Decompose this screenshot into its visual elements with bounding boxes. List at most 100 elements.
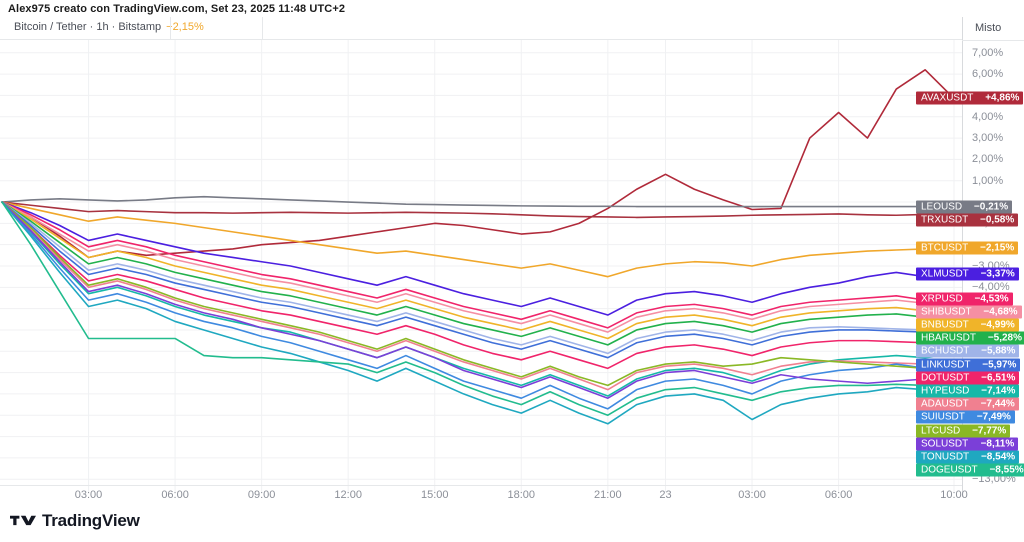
badge-symbol: HBARUSDT — [921, 332, 977, 344]
price-tick: 3,00% — [972, 132, 1004, 145]
badge-value: −8,54% — [980, 451, 1016, 463]
series-line-bchusdt — [1, 201, 955, 355]
time-tick[interactable]: 12:00 — [334, 489, 362, 501]
time-tick[interactable]: 03:00 — [74, 489, 103, 501]
badge-value: −0,58% — [980, 214, 1015, 226]
price-badge-bnbusdt[interactable]: BNBUSDT −4,99% — [916, 318, 1019, 332]
badge-value: −8,55% — [989, 464, 1024, 476]
price-badge-avaxusdt[interactable]: AVAXUSDT +4,86% — [916, 91, 1024, 105]
badge-symbol: SUIUSDT — [921, 411, 965, 423]
badge-value: +4,86% — [985, 92, 1020, 104]
time-tick[interactable]: 10:00 — [940, 489, 968, 501]
badge-value: −0,21% — [973, 201, 1009, 212]
series-line-bnbusdt — [1, 201, 955, 340]
price-badge-linkusdt[interactable]: LINKUSDT −5,97% — [916, 358, 1021, 372]
badge-value: −7,44% — [980, 398, 1015, 410]
time-tick[interactable]: 18:00 — [507, 489, 536, 501]
time-tick[interactable]: 06:00 — [161, 489, 189, 501]
badge-symbol: BCHUSDT — [921, 345, 970, 357]
series-line-hbarusdt — [1, 201, 955, 346]
price-badge-btcusdt[interactable]: BTCUSDT −2,15% — [916, 241, 1019, 255]
badge-symbol: XRPUSD — [921, 293, 963, 305]
price-badge-shibusdt[interactable]: SHIBUSDT −4,68% — [916, 305, 1022, 319]
series-line-ltcusd — [1, 201, 955, 387]
badge-value: −8,11% — [980, 438, 1015, 450]
badge-value: −6,51% — [981, 372, 1016, 384]
badge-symbol: LTCUSD — [921, 425, 961, 437]
series-line-hypeusd — [1, 201, 955, 397]
badge-value: −5,88% — [981, 345, 1016, 357]
badge-value: −5,28% — [987, 332, 1023, 344]
tradingview-mark-icon — [10, 515, 36, 525]
time-axis-line — [0, 485, 962, 486]
symbol-change: −2,15% — [166, 21, 204, 33]
badge-value: −7,49% — [976, 411, 1011, 423]
series-line-btcusdt — [1, 201, 955, 278]
series-line-suiusdt — [1, 201, 955, 410]
time-tick[interactable]: 03:00 — [738, 489, 766, 501]
price-tick: 4,00% — [972, 110, 1004, 123]
badge-symbol: LEOUSD — [921, 201, 963, 212]
price-scale-header-rule — [962, 40, 1024, 41]
price-tick: 6,00% — [972, 68, 1004, 81]
price-scale-divider — [962, 17, 963, 497]
price-badge-leousd[interactable]: LEOUSD −0,21% — [916, 200, 1013, 213]
symbol-info-bar: Bitcoin / Tether · 1h · Bitstamp −2,15% — [0, 17, 962, 40]
series-line-linkusdt — [1, 201, 955, 359]
badge-symbol: BTCUSDT — [921, 242, 969, 254]
badge-value: −5,97% — [982, 359, 1017, 371]
price-tick: 2,00% — [972, 153, 1004, 166]
series-line-xrpusd — [1, 201, 955, 329]
series-line-tonusdt — [1, 201, 955, 425]
badge-symbol: TRXUSDT — [921, 214, 969, 226]
tradingview-wordmark: TradingView — [42, 511, 140, 530]
price-badge-solusdt[interactable]: SOLUSDT −8,11% — [916, 437, 1019, 451]
attribution-text: Alex975 creato con TradingView.com, Set … — [8, 3, 346, 15]
series-line-trxusdt — [1, 201, 955, 219]
price-badge-bchusdt[interactable]: BCHUSDT −5,88% — [916, 344, 1020, 358]
price-badge-adausdt[interactable]: ADAUSDT −7,44% — [916, 397, 1019, 411]
series-line-adausdt — [1, 201, 955, 391]
series-line-dogeusdt — [1, 201, 955, 417]
badge-symbol: ADAUSDT — [921, 398, 969, 410]
series-line-dotusdt — [1, 201, 955, 370]
price-badge-tonusdt[interactable]: TONUSDT −8,54% — [916, 450, 1020, 464]
badge-symbol: DOGEUSDT — [921, 464, 978, 476]
time-tick[interactable]: 09:00 — [247, 489, 276, 501]
badge-symbol: SHIBUSDT — [921, 306, 972, 318]
badge-value: −3,37% — [980, 268, 1015, 280]
time-tick[interactable]: 06:00 — [824, 489, 853, 501]
price-badge-dogeusdt[interactable]: DOGEUSDT −8,55% — [916, 463, 1024, 477]
price-tick: −4,00% — [972, 281, 1010, 294]
badge-symbol: LINKUSDT — [921, 359, 971, 371]
price-scale-title: Misto — [975, 22, 1002, 34]
price-badge-ltcusd[interactable]: LTCUSD −7,77% — [916, 424, 1011, 438]
time-tick[interactable]: 23 — [659, 489, 672, 501]
badge-symbol: HYPEUSD — [921, 385, 970, 397]
badge-symbol: XLMUSDT — [921, 268, 969, 280]
badge-symbol: BNBUSDT — [921, 319, 969, 331]
price-badge-hbarusdt[interactable]: HBARUSDT −5,28% — [916, 331, 1024, 345]
price-badge-suiusdt[interactable]: SUIUSDT −7,49% — [916, 410, 1015, 424]
price-badge-xlmusdt[interactable]: XLMUSDT −3,37% — [916, 267, 1019, 281]
badge-value: −7,14% — [981, 385, 1016, 397]
time-tick[interactable]: 21:00 — [594, 489, 622, 501]
time-tick[interactable]: 15:00 — [420, 489, 449, 501]
symbol-info[interactable]: Bitcoin / Tether · 1h · Bitstamp −2,15% — [14, 21, 204, 33]
price-badge-xrpusd[interactable]: XRPUSD −4,53% — [916, 292, 1013, 306]
series-line-xlmusdt — [1, 201, 955, 316]
price-tick: 1,00% — [972, 174, 1004, 187]
chart-plot-area[interactable] — [0, 40, 962, 492]
price-badge-hypeusd[interactable]: HYPEUSD −7,14% — [916, 384, 1020, 398]
badge-value: −4,53% — [974, 293, 1009, 305]
price-badge-trxusdt[interactable]: TRXUSDT −0,58% — [916, 213, 1019, 227]
toolbar-separator-2 — [262, 17, 263, 40]
price-badge-dotusdt[interactable]: DOTUSDT −6,51% — [916, 371, 1020, 385]
tradingview-logo: TradingView — [10, 511, 140, 531]
symbol-label: Bitcoin / Tether · 1h · Bitstamp — [14, 21, 162, 33]
badge-symbol: SOLUSDT — [921, 438, 969, 450]
toolbar-separator-1 — [170, 17, 171, 40]
badge-symbol: AVAXUSDT — [921, 92, 974, 104]
price-tick: 7,00% — [972, 46, 1004, 59]
